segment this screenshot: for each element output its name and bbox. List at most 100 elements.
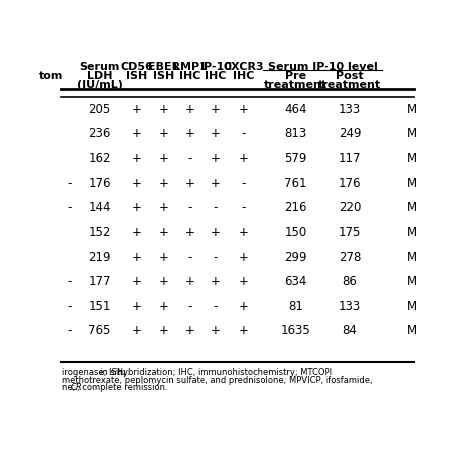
- Text: 144: 144: [88, 201, 111, 214]
- Text: treatment: treatment: [264, 80, 327, 90]
- Text: +: +: [132, 103, 142, 116]
- Text: 299: 299: [284, 251, 307, 264]
- Text: 464: 464: [284, 103, 307, 116]
- Text: ne;: ne;: [62, 383, 78, 392]
- Text: methotrexate, peplomycin sulfate, and prednisolone; MPVICP, ifosfamide,: methotrexate, peplomycin sulfate, and pr…: [62, 376, 372, 385]
- Text: +: +: [239, 152, 249, 165]
- Text: 117: 117: [338, 152, 361, 165]
- Text: , complete remission.: , complete remission.: [77, 383, 168, 392]
- Text: 133: 133: [339, 300, 361, 313]
- Text: M: M: [407, 177, 417, 190]
- Text: +: +: [159, 128, 169, 140]
- Text: 205: 205: [89, 103, 110, 116]
- Text: -: -: [67, 275, 72, 288]
- Text: 151: 151: [88, 300, 111, 313]
- Text: -: -: [187, 152, 191, 165]
- Text: +: +: [184, 226, 194, 239]
- Text: +: +: [159, 300, 169, 313]
- Text: 86: 86: [342, 275, 357, 288]
- Text: M: M: [407, 325, 417, 337]
- Text: LMP1: LMP1: [173, 62, 206, 72]
- Text: M: M: [407, 226, 417, 239]
- Text: M: M: [407, 128, 417, 140]
- Text: 162: 162: [88, 152, 111, 165]
- Text: (IU/mL): (IU/mL): [77, 80, 122, 90]
- Text: 176: 176: [88, 177, 111, 190]
- Text: +: +: [159, 152, 169, 165]
- Text: IHC: IHC: [179, 71, 200, 81]
- Text: 175: 175: [339, 226, 361, 239]
- Text: +: +: [132, 177, 142, 190]
- Text: 813: 813: [284, 128, 307, 140]
- Text: M: M: [407, 201, 417, 214]
- Text: +: +: [132, 152, 142, 165]
- Text: 152: 152: [88, 226, 111, 239]
- Text: +: +: [132, 325, 142, 337]
- Text: Serum: Serum: [79, 62, 120, 72]
- Text: +: +: [132, 201, 142, 214]
- Text: +: +: [211, 226, 221, 239]
- Text: 249: 249: [338, 128, 361, 140]
- Text: IHC: IHC: [233, 71, 255, 81]
- Text: tom: tom: [39, 71, 63, 81]
- Text: EBER: EBER: [148, 62, 180, 72]
- Text: Post: Post: [336, 71, 364, 81]
- Text: -: -: [187, 201, 191, 214]
- Text: IHC: IHC: [205, 71, 227, 81]
- Text: CXCR3: CXCR3: [223, 62, 264, 72]
- Text: ISH: ISH: [153, 71, 174, 81]
- Text: irogenase; ISH,: irogenase; ISH,: [62, 368, 128, 377]
- Text: 133: 133: [339, 103, 361, 116]
- Text: +: +: [184, 177, 194, 190]
- Text: 220: 220: [339, 201, 361, 214]
- Text: LDH: LDH: [87, 71, 112, 81]
- Text: +: +: [239, 275, 249, 288]
- Text: 761: 761: [284, 177, 307, 190]
- Text: +: +: [159, 201, 169, 214]
- Text: -: -: [187, 300, 191, 313]
- Text: CR: CR: [71, 383, 82, 392]
- Text: +: +: [132, 251, 142, 264]
- Text: Serum IP-10 level: Serum IP-10 level: [268, 62, 378, 72]
- Text: 1635: 1635: [281, 325, 310, 337]
- Text: M: M: [407, 251, 417, 264]
- Text: 216: 216: [284, 201, 307, 214]
- Text: +: +: [159, 177, 169, 190]
- Text: 278: 278: [339, 251, 361, 264]
- Text: -: -: [187, 251, 191, 264]
- Text: -: -: [214, 300, 218, 313]
- Text: -: -: [242, 177, 246, 190]
- Text: +: +: [211, 177, 221, 190]
- Text: ISH: ISH: [126, 71, 147, 81]
- Text: +: +: [211, 128, 221, 140]
- Text: -: -: [67, 201, 72, 214]
- Text: +: +: [184, 325, 194, 337]
- Text: +: +: [184, 128, 194, 140]
- Text: +: +: [159, 103, 169, 116]
- Text: 236: 236: [88, 128, 111, 140]
- Text: 176: 176: [338, 177, 361, 190]
- Text: 84: 84: [342, 325, 357, 337]
- Text: +: +: [132, 128, 142, 140]
- Text: +: +: [211, 275, 221, 288]
- Text: +: +: [159, 325, 169, 337]
- Text: IP-10: IP-10: [200, 62, 232, 72]
- Text: +: +: [211, 152, 221, 165]
- Text: CD56: CD56: [120, 62, 153, 72]
- Text: 219: 219: [88, 251, 111, 264]
- Text: 634: 634: [284, 275, 307, 288]
- Text: 765: 765: [88, 325, 111, 337]
- Text: -: -: [214, 251, 218, 264]
- Text: treatment: treatment: [319, 80, 382, 90]
- Text: 177: 177: [88, 275, 111, 288]
- Text: in situ: in situ: [100, 368, 126, 377]
- Text: M: M: [407, 103, 417, 116]
- Text: +: +: [239, 325, 249, 337]
- Text: +: +: [132, 300, 142, 313]
- Text: M: M: [407, 275, 417, 288]
- Text: 150: 150: [284, 226, 307, 239]
- Text: +: +: [239, 300, 249, 313]
- Text: hybridization; IHC, immunohistochemistry; MTCOPI: hybridization; IHC, immunohistochemistry…: [115, 368, 332, 377]
- Text: +: +: [132, 275, 142, 288]
- Text: -: -: [67, 300, 72, 313]
